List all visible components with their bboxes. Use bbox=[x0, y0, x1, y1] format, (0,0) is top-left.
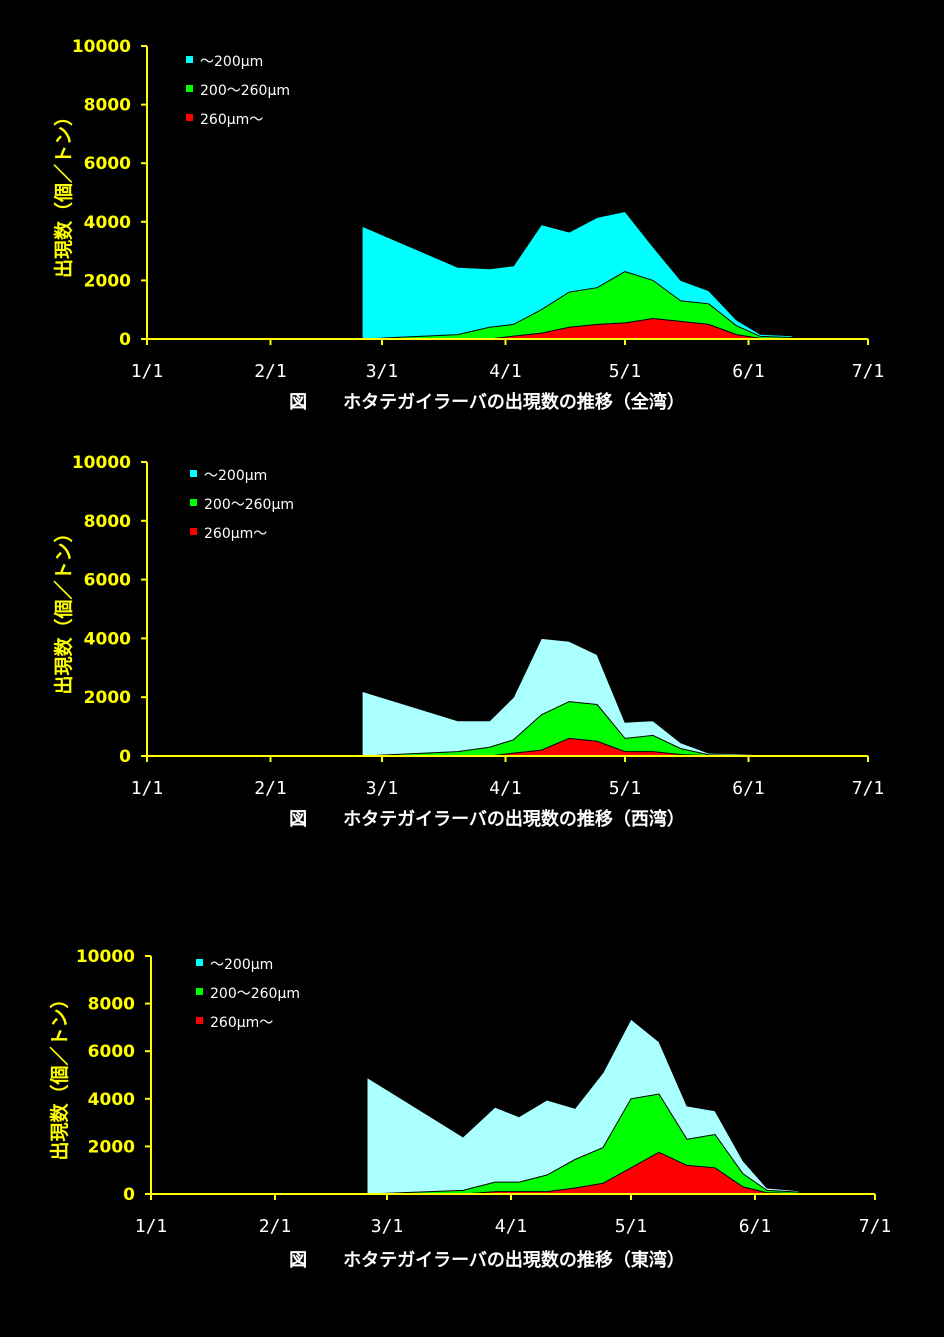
y-tick-label: 8000 bbox=[84, 96, 131, 116]
legend-swatch bbox=[196, 959, 203, 966]
x-tick-label: 4/1 bbox=[489, 778, 522, 799]
x-tick-label: 3/1 bbox=[371, 1216, 404, 1237]
x-tick-label: 6/1 bbox=[732, 361, 765, 382]
legend-label: ～200μm bbox=[200, 54, 263, 70]
x-tick-label: 2/1 bbox=[259, 1216, 292, 1237]
y-tick-label: 4000 bbox=[84, 629, 131, 649]
legend-swatch bbox=[186, 85, 193, 92]
y-axis-title: 出現数（個／トン） bbox=[52, 107, 75, 278]
x-tick-label: 3/1 bbox=[366, 778, 399, 799]
chart-title: 図 ホタテガイラーバの出現数の推移（東湾） bbox=[289, 1249, 685, 1271]
legend: ～200μm 200～260μm 260μm～ bbox=[186, 54, 290, 128]
y-tick-label: 2000 bbox=[88, 1137, 135, 1157]
y-tick-label: 10000 bbox=[72, 37, 131, 57]
y-tick-label: 6000 bbox=[88, 1042, 135, 1062]
legend-label: 200～260μm bbox=[200, 83, 290, 99]
x-tick-label: 2/1 bbox=[254, 778, 287, 799]
x-tick-label: 2/1 bbox=[254, 361, 287, 382]
x-tick-label: 4/1 bbox=[495, 1216, 528, 1237]
x-tick-label: 7/1 bbox=[852, 778, 885, 799]
x-tick-label: 4/1 bbox=[489, 361, 522, 382]
x-tick-label: 1/1 bbox=[131, 778, 164, 799]
y-tick-label: 10000 bbox=[76, 947, 135, 967]
legend-swatch bbox=[196, 1017, 203, 1024]
legend-label: 200～260μm bbox=[204, 497, 294, 513]
chart-2: 0 2000 4000 6000 8000 10000 1/1 2/1 3/1 4/1 5/1 6/1… bbox=[52, 453, 884, 830]
area-series-3 bbox=[361, 637, 793, 757]
x-tick-label: 5/1 bbox=[615, 1216, 648, 1237]
x-tick-label: 5/1 bbox=[609, 361, 642, 382]
y-axis-title: 出現数（個／トン） bbox=[52, 523, 75, 694]
y-tick-label: 6000 bbox=[84, 154, 131, 174]
legend-swatch bbox=[190, 528, 197, 535]
legend-swatch bbox=[186, 114, 193, 121]
legend: ～200μm 200～260μm 260μm～ bbox=[196, 957, 300, 1031]
y-tick-label: 0 bbox=[123, 1185, 135, 1205]
legend-swatch bbox=[196, 988, 203, 995]
x-tick-label: 3/1 bbox=[366, 361, 399, 382]
y-tick-label: 2000 bbox=[84, 688, 131, 708]
chart-title: 図 ホタテガイラーバの出現数の推移（全湾） bbox=[289, 391, 685, 413]
x-tick-label: 7/1 bbox=[852, 361, 885, 382]
x-tick-label: 5/1 bbox=[609, 778, 642, 799]
y-tick-label: 8000 bbox=[84, 512, 131, 532]
y-tick-label: 0 bbox=[119, 747, 131, 767]
y-tick-label: 6000 bbox=[84, 571, 131, 591]
chart-1: 0 2000 4000 6000 8000 10000 1/1 2/1 3/1 4/1 5/1 6/1… bbox=[52, 37, 884, 413]
legend-label: ～200μm bbox=[210, 957, 273, 973]
legend-label: 260μm～ bbox=[210, 1015, 273, 1031]
y-tick-label: 4000 bbox=[88, 1090, 135, 1110]
legend-label: 200～260μm bbox=[210, 986, 300, 1002]
legend-label: ～200μm bbox=[204, 468, 267, 484]
legend-label: 260μm～ bbox=[204, 526, 267, 542]
legend-swatch bbox=[190, 470, 197, 477]
chart-title: 図 ホタテガイラーバの出現数の推移（西湾） bbox=[289, 808, 685, 830]
chart-3: 0 2000 4000 6000 8000 10000 1/1 2/1 3/1 4/1 5/1 6/1… bbox=[48, 947, 891, 1271]
y-tick-label: 8000 bbox=[88, 995, 135, 1015]
x-tick-label: 6/1 bbox=[732, 778, 765, 799]
legend-label: 260μm～ bbox=[200, 112, 263, 128]
y-axis-title: 出現数（個／トン） bbox=[48, 989, 71, 1160]
x-tick-label: 7/1 bbox=[859, 1216, 892, 1237]
x-tick-label: 1/1 bbox=[131, 361, 164, 382]
y-tick-label: 2000 bbox=[84, 271, 131, 291]
legend-swatch bbox=[186, 56, 193, 63]
y-tick-label: 0 bbox=[119, 330, 131, 350]
y-tick-label: 4000 bbox=[84, 213, 131, 233]
legend: ～200μm 200～260μm 260μm～ bbox=[190, 468, 294, 542]
legend-swatch bbox=[190, 499, 197, 506]
y-tick-label: 10000 bbox=[72, 453, 131, 473]
x-tick-label: 6/1 bbox=[739, 1216, 772, 1237]
x-tick-label: 1/1 bbox=[135, 1216, 168, 1237]
